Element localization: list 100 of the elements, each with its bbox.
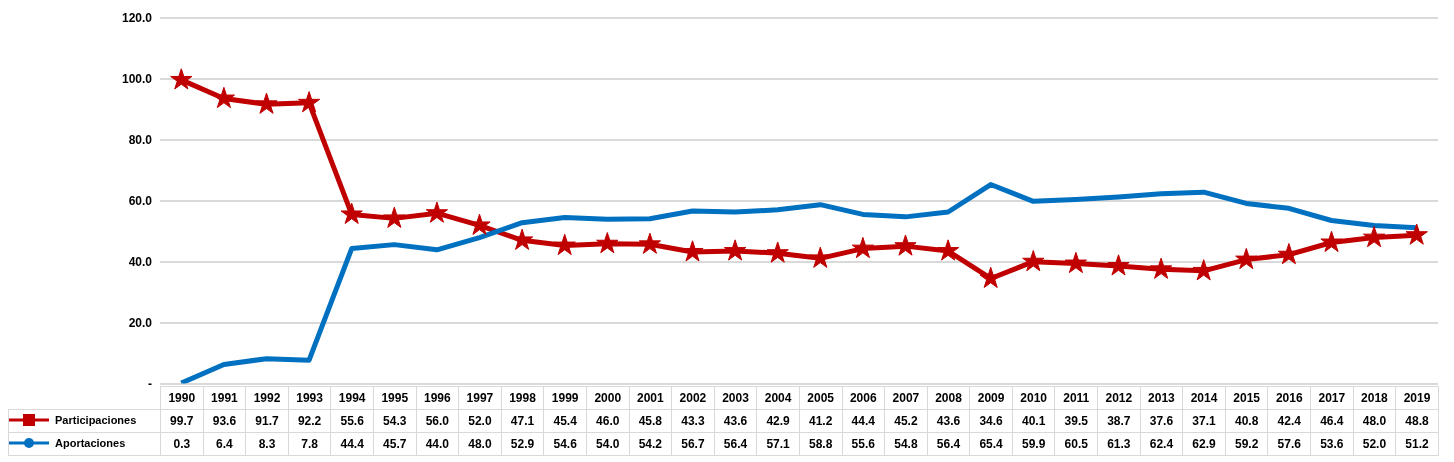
data-label: 45.7 [373,432,417,456]
x-tick-label: 2014 [1182,386,1226,410]
point [1192,259,1215,281]
data-label: 34.6 [969,409,1013,433]
point [425,201,449,223]
y-tick-label: 60.0 [128,194,153,209]
data-label: 56.4 [714,432,757,456]
data-label: 44.4 [842,409,885,433]
point [723,239,747,261]
x-tick-label: 1996 [416,386,459,410]
y-tick-label: 40.0 [128,255,153,270]
data-label: 6.4 [203,432,246,456]
data-label: 54.0 [586,432,630,456]
data-label: 57.6 [1267,432,1311,456]
point [596,232,619,254]
x-tick-label: 2008 [927,386,970,410]
point [553,233,576,256]
point [766,241,789,263]
data-label: 51.2 [1395,432,1439,456]
data-label: 61.3 [1097,432,1141,456]
data-label: 65.4 [969,432,1013,456]
data-label: 93.6 [203,409,246,433]
data-label: 41.2 [799,409,842,433]
x-tick-label: 2000 [586,386,630,410]
x-tick-label: 2019 [1395,386,1439,410]
data-label: 59.9 [1012,432,1055,456]
x-tick-label: 1999 [543,386,587,410]
x-tick-label: 2009 [969,386,1013,410]
y-tick-label: - [148,377,152,392]
data-label: 62.9 [1182,432,1226,456]
legend-label: Aportaciones [55,437,126,449]
data-label: 55.6 [842,432,885,456]
data-label: 42.9 [756,409,800,433]
x-tick-label: 2003 [714,386,757,410]
x-tick-label: 1990 [160,386,204,410]
x-tick-label: 2005 [799,386,842,410]
data-label: 40.8 [1225,409,1268,433]
data-label: 52.0 [458,409,502,433]
x-tick-label: 2004 [756,386,800,410]
data-label: 92.2 [288,409,331,433]
x-tick-label: 2018 [1353,386,1396,410]
data-label: 40.1 [1012,409,1055,433]
data-label: 53.6 [1310,432,1354,456]
data-label: 0.3 [160,432,204,456]
point [1064,251,1088,274]
data-label: 57.1 [756,432,800,456]
data-label: 52.0 [1353,432,1396,456]
data-label: 62.4 [1140,432,1183,456]
data-label: 8.3 [245,432,289,456]
point [936,239,960,261]
y-tick-label: 120.0 [121,11,153,26]
legend-label: Participaciones [55,414,137,426]
x-tick-label: 1994 [330,386,374,410]
data-label: 48.0 [458,432,502,456]
data-label: 46.0 [586,409,630,433]
data-label: 45.4 [543,409,587,433]
data-label: 7.8 [288,432,331,456]
y-tick-label: 80.0 [128,133,153,148]
data-label: 43.3 [671,409,715,433]
data-label: 45.8 [629,409,672,433]
point [297,91,321,113]
point [255,92,278,114]
data-label: 91.7 [245,409,289,433]
data-label: 47.1 [501,409,544,433]
data-label: 54.8 [884,432,928,456]
data-label: 46.4 [1310,409,1354,433]
x-tick-label: 2001 [629,386,672,410]
x-tick-label: 1993 [288,386,331,410]
x-tick-label: 1998 [501,386,544,410]
x-tick-label: 2002 [671,386,715,410]
data-label: 43.6 [714,409,757,433]
data-label: 42.4 [1267,409,1311,433]
point [340,202,363,224]
data-label: 48.0 [1353,409,1396,433]
x-tick-label: 1992 [245,386,289,410]
x-tick-label: 2017 [1310,386,1354,410]
y-tick-label: 20.0 [128,316,153,331]
data-label: 54.3 [373,409,417,433]
x-tick-label: 2016 [1267,386,1311,410]
data-label: 55.6 [330,409,374,433]
point [851,236,875,259]
y-tick-label: 100.0 [121,72,153,87]
data-label: 54.2 [629,432,672,456]
point [1022,250,1045,272]
data-label: 54.6 [543,432,587,456]
x-tick-label: 2011 [1054,386,1098,410]
x-tick-label: 2012 [1097,386,1141,410]
data-label: 44.4 [330,432,374,456]
data-label: 44.0 [416,432,459,456]
data-label: 39.5 [1054,409,1098,433]
point [383,206,406,228]
data-label: 59.2 [1225,432,1268,456]
x-tick-label: 2006 [842,386,885,410]
data-label: 52.9 [501,432,544,456]
data-label: 37.1 [1182,409,1226,433]
x-tick-label: 2013 [1140,386,1183,410]
data-label: 58.8 [799,432,842,456]
data-label: 43.6 [927,409,970,433]
data-label: 60.5 [1054,432,1098,456]
point [212,86,236,109]
